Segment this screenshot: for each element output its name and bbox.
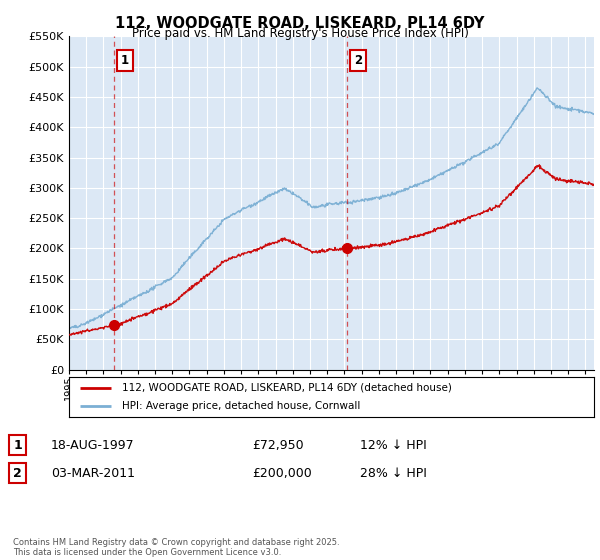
Text: 03-MAR-2011: 03-MAR-2011 — [51, 466, 135, 480]
Text: 28% ↓ HPI: 28% ↓ HPI — [360, 466, 427, 480]
Text: 112, WOODGATE ROAD, LISKEARD, PL14 6DY (detached house): 112, WOODGATE ROAD, LISKEARD, PL14 6DY (… — [121, 383, 451, 393]
Text: 1: 1 — [13, 438, 22, 452]
Text: 112, WOODGATE ROAD, LISKEARD, PL14 6DY: 112, WOODGATE ROAD, LISKEARD, PL14 6DY — [115, 16, 485, 31]
Text: £200,000: £200,000 — [252, 466, 312, 480]
Text: 2: 2 — [354, 54, 362, 67]
Text: £72,950: £72,950 — [252, 438, 304, 452]
Text: 2: 2 — [13, 466, 22, 480]
Text: 1: 1 — [121, 54, 129, 67]
Text: 12% ↓ HPI: 12% ↓ HPI — [360, 438, 427, 452]
Text: Price paid vs. HM Land Registry's House Price Index (HPI): Price paid vs. HM Land Registry's House … — [131, 27, 469, 40]
Text: 18-AUG-1997: 18-AUG-1997 — [51, 438, 134, 452]
Text: HPI: Average price, detached house, Cornwall: HPI: Average price, detached house, Corn… — [121, 402, 360, 411]
Text: Contains HM Land Registry data © Crown copyright and database right 2025.
This d: Contains HM Land Registry data © Crown c… — [13, 538, 340, 557]
